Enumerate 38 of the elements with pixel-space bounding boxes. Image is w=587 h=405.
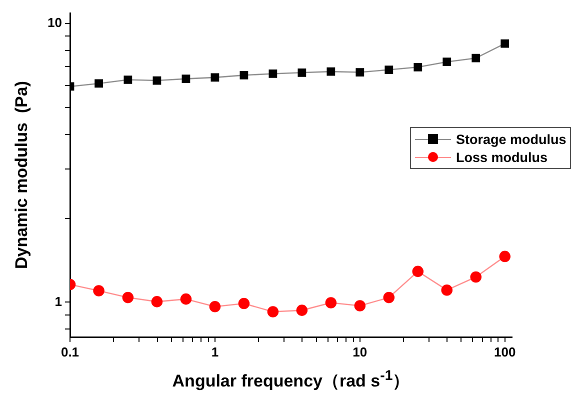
point (414, 62, 422, 72)
point (268, 70, 278, 78)
point (296, 304, 308, 316)
point (210, 73, 220, 82)
point (267, 306, 279, 318)
legend-label: Loss modulus (456, 150, 548, 164)
point (124, 76, 132, 84)
point (240, 71, 248, 80)
point (500, 39, 510, 48)
point (209, 300, 221, 312)
point (354, 300, 366, 312)
y-axis-title: Dynamic modulus (Pa) (12, 81, 32, 269)
x-axis-title: Angular frequency（rad s$^{-1}$） (171, 368, 411, 393)
point (180, 293, 192, 305)
point (472, 54, 480, 62)
legend-label: Storage modulus (456, 132, 566, 146)
x-tick-label: 10 (352, 344, 368, 360)
point (298, 68, 306, 77)
point (383, 292, 395, 304)
x-tick-label: 1 (211, 344, 219, 360)
x-tick-label: 0.1 (60, 344, 80, 360)
point (384, 66, 394, 74)
point (182, 74, 190, 83)
point (326, 67, 336, 76)
point (151, 296, 163, 308)
point (325, 297, 337, 308)
point (470, 271, 482, 283)
point (94, 79, 103, 88)
point (152, 76, 162, 85)
point (356, 68, 364, 76)
point (412, 266, 424, 278)
point (442, 58, 452, 66)
point (93, 285, 104, 296)
point (499, 250, 511, 262)
point (122, 292, 134, 304)
point (441, 284, 453, 296)
x-tick-label: 100 (494, 344, 516, 360)
point (238, 298, 250, 310)
